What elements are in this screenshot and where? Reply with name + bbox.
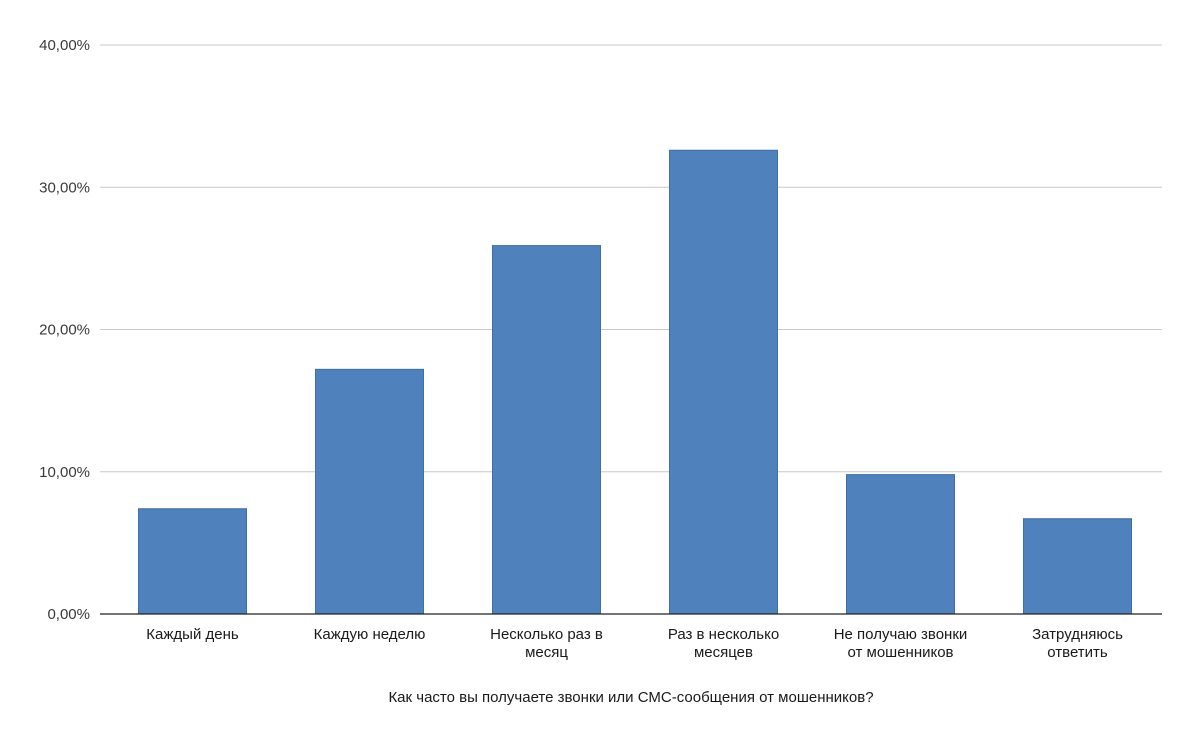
bar [669, 149, 778, 615]
bar [1023, 518, 1132, 615]
y-tick-label: 0,00% [47, 606, 90, 623]
x-category-label-line: Каждую неделю [314, 626, 426, 643]
bar [846, 474, 955, 615]
y-axis-ticks: 0,00% 10,00% 20,00% 30,00% 40,00% [39, 37, 90, 623]
x-category-label-line: Раз в несколько [668, 626, 779, 643]
x-category-label: Каждый день [146, 626, 239, 643]
x-category-label-line: месяц [525, 644, 568, 661]
bar [492, 245, 601, 615]
x-category-label-line: месяцев [694, 644, 753, 661]
x-category-label: Раз в несколько месяцев [668, 626, 779, 661]
gridlines [100, 44, 1162, 473]
x-category-label-line: Каждый день [146, 626, 239, 643]
bar [138, 508, 247, 615]
x-category-label-line: Несколько раз в [490, 626, 603, 643]
x-category-label-line: Не получаю звонки [834, 626, 968, 643]
y-tick-label: 20,00% [39, 322, 90, 339]
x-category-label: Каждую неделю [314, 626, 426, 643]
bar [315, 368, 424, 615]
bars [138, 149, 1132, 615]
x-axis-title: Как часто вы получаете звонки или СМС-со… [388, 689, 873, 706]
y-tick-label: 10,00% [39, 464, 90, 481]
x-category-label: Несколько раз в месяц [490, 626, 603, 661]
x-category-label-line: Затрудняюсь [1032, 626, 1123, 643]
y-tick-label: 30,00% [39, 179, 90, 196]
y-tick-label: 40,00% [39, 37, 90, 54]
x-category-label: Затрудняюсь ответить [1032, 626, 1123, 661]
x-category-label: Не получаю звонки от мошенников [834, 626, 968, 661]
x-category-label-line: от мошенников [847, 644, 953, 661]
x-category-label-line: ответить [1047, 644, 1108, 661]
